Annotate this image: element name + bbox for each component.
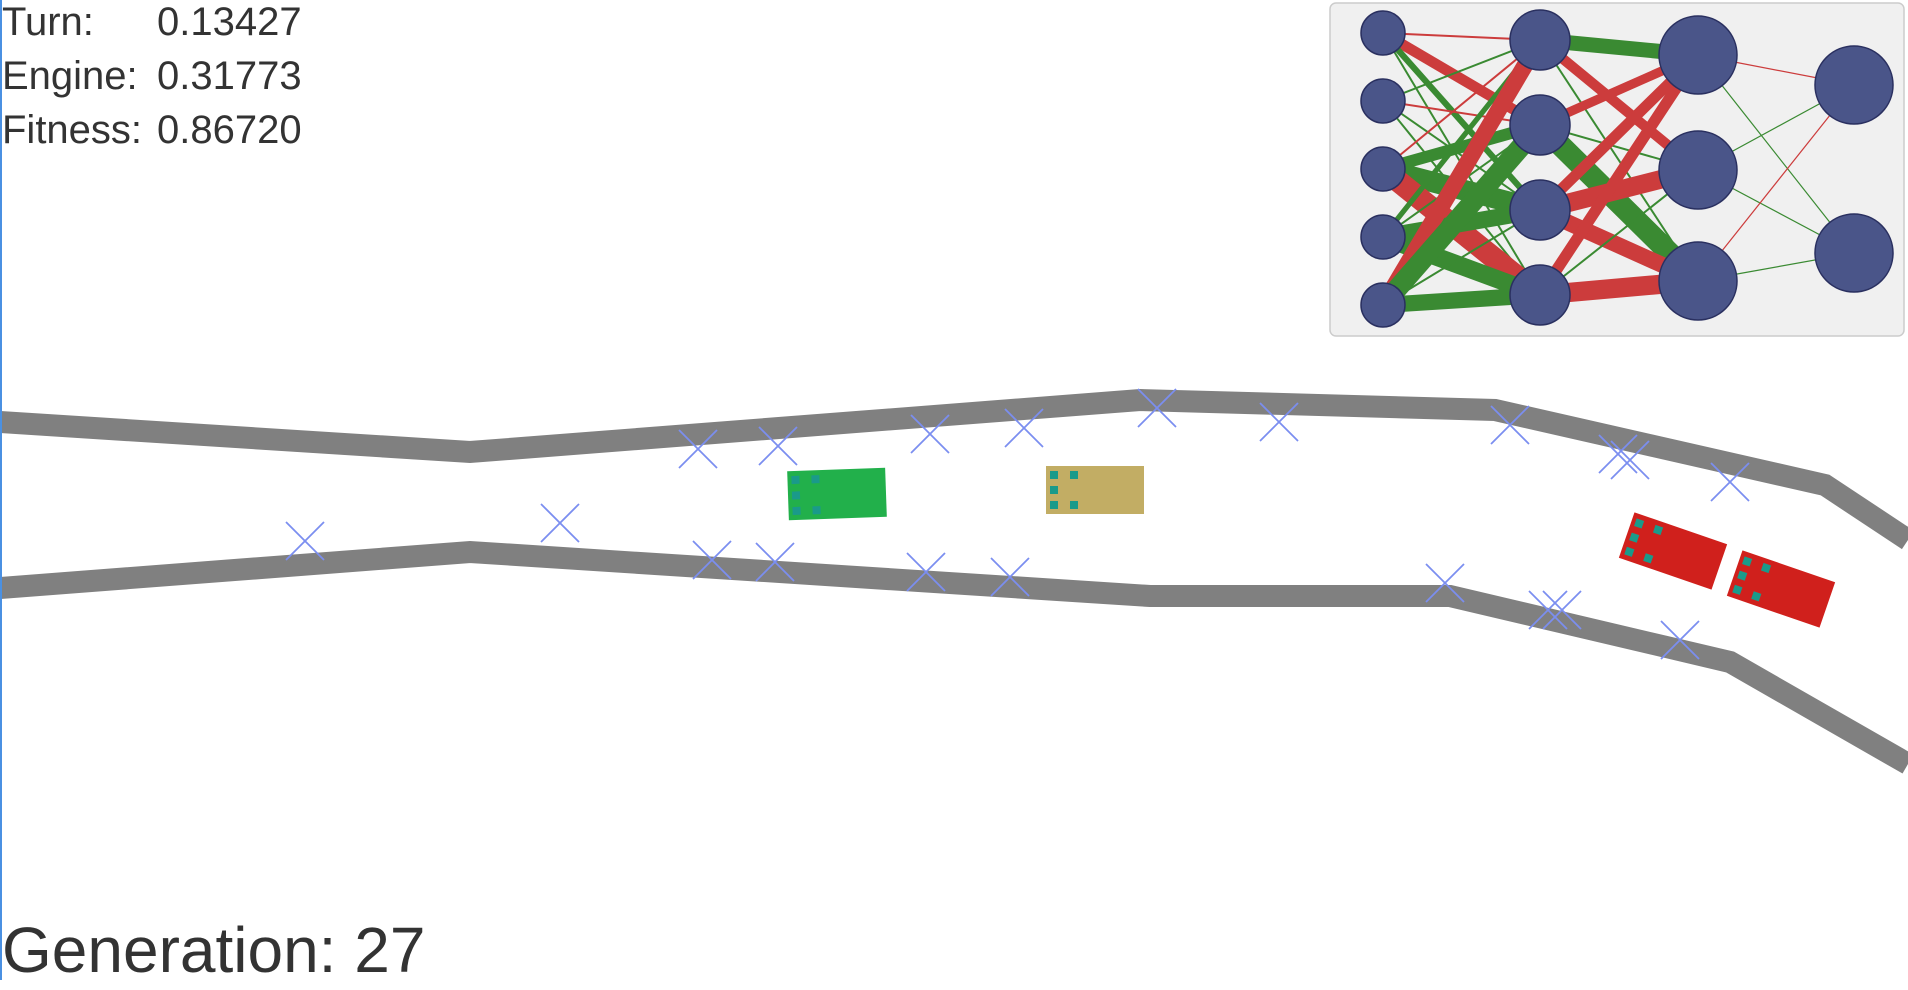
checkpoints [285, 388, 1750, 660]
network-node-layer1 [1360, 282, 1406, 328]
checkpoint-marker [910, 414, 950, 454]
car-sensor [1634, 518, 1645, 529]
network-node-layer2 [1509, 179, 1571, 241]
checkpoint-marker [1710, 462, 1750, 502]
network-node-layer3 [1658, 15, 1738, 95]
network-node-layer1 [1360, 146, 1406, 192]
network-node-layer4 [1814, 213, 1894, 293]
checkpoint-marker [755, 542, 795, 582]
car-sensor [1652, 524, 1664, 536]
car-sensor [1760, 562, 1772, 574]
car-tan [1046, 466, 1144, 514]
checkpoint-marker [692, 540, 732, 580]
car-sensor [1050, 501, 1058, 509]
checkpoint-marker [1542, 590, 1582, 630]
network-node-layer3 [1658, 241, 1738, 321]
network-node-layer2 [1509, 264, 1571, 326]
positive-weight-edge [1380, 30, 1543, 213]
fitness-label: Fitness: [2, 108, 143, 152]
negative-weight-edge [1382, 39, 1541, 170]
network-node-layer2 [1509, 9, 1571, 71]
negative-weight-edge [1535, 51, 1703, 299]
engine-label: Engine: [2, 54, 138, 98]
car-sensor [1624, 546, 1635, 557]
positive-weight-edge [1382, 100, 1541, 211]
generation-counter: Generation: 27 [2, 918, 425, 982]
fitness-value: 0.86720 [157, 108, 302, 152]
car-sensor [792, 506, 801, 516]
checkpoint-marker [1425, 563, 1465, 603]
engine-value: 0.31773 [157, 54, 302, 98]
car-red-2 [1726, 550, 1836, 628]
network-nodes [1360, 9, 1894, 328]
car-sensor [791, 475, 800, 485]
checkpoint-marker [906, 552, 946, 592]
checkpoint-marker [1004, 408, 1044, 448]
generation-label: Generation: [2, 914, 337, 986]
car-sensor [1643, 553, 1654, 564]
positive-weight-edge [1697, 54, 1855, 254]
neural-network-panel [1329, 2, 1905, 337]
car-sensor [811, 475, 820, 484]
car-sensor [1050, 486, 1058, 494]
checkpoint-marker [1490, 405, 1530, 445]
left-border [0, 0, 2, 980]
track-upper-wall [0, 388, 1908, 550]
network-node-layer1 [1360, 78, 1406, 124]
car-sensor [1742, 556, 1753, 567]
network-node-layer2 [1509, 94, 1571, 156]
car-sensor [1070, 471, 1078, 479]
car-sensor [1751, 591, 1762, 602]
checkpoint-marker [678, 429, 718, 469]
car-sensor [1050, 471, 1058, 479]
cars [787, 466, 1836, 628]
checkpoint-marker [990, 557, 1030, 597]
race-track [0, 388, 1908, 774]
network-node-layer4 [1814, 45, 1894, 125]
turn-value: 0.13427 [157, 0, 302, 44]
checkpoint-marker [1137, 388, 1177, 428]
checkpoint-marker [1528, 590, 1568, 630]
track-lower-wall [0, 540, 1908, 774]
checkpoint-marker [285, 521, 325, 561]
positive-weight-edge [1375, 118, 1548, 312]
network-node-layer1 [1360, 214, 1406, 260]
car-sensor [1070, 501, 1078, 509]
checkpoint-marker [540, 503, 580, 543]
checkpoint-marker [1259, 402, 1299, 442]
car-red-1 [1618, 512, 1728, 590]
network-node-layer3 [1658, 130, 1738, 210]
network-node-layer1 [1360, 10, 1406, 56]
checkpoint-marker [758, 426, 798, 466]
car-sensor [1629, 532, 1640, 543]
negative-weight-edge [1697, 84, 1855, 282]
car-sensor [812, 506, 821, 515]
generation-value: 27 [354, 914, 426, 986]
car-sensor [791, 491, 801, 500]
checkpoint-marker [1610, 440, 1650, 480]
car-green [787, 467, 887, 521]
checkpoint-marker [1598, 434, 1638, 474]
checkpoint-marker [1660, 620, 1700, 660]
turn-label: Turn: [2, 0, 94, 44]
car-sensor [1737, 570, 1748, 581]
car-sensor [1732, 584, 1743, 595]
